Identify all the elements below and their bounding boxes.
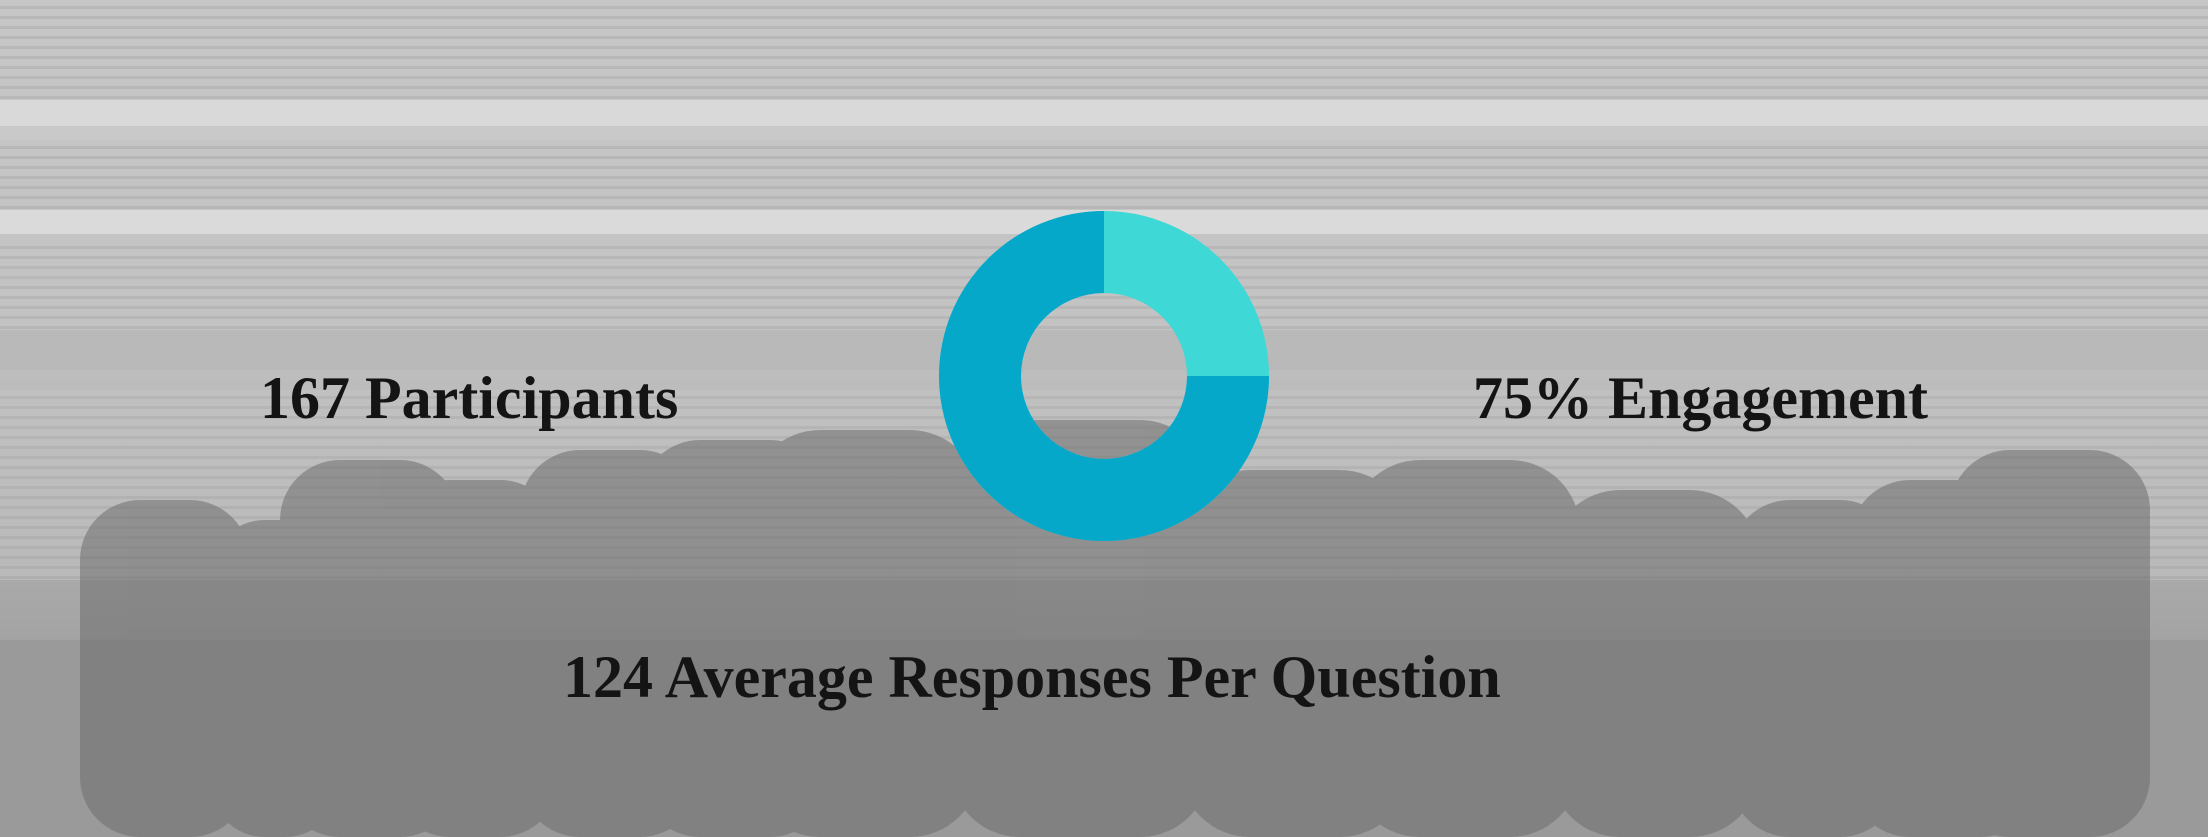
stat-participants: 167 Participants <box>260 365 678 431</box>
stat-engagement: 75% Engagement <box>1473 365 1928 431</box>
people-silhouettes <box>80 420 2150 837</box>
stat-responses: 124 Average Responses Per Question <box>563 644 1501 710</box>
donut-arc <box>939 211 1269 541</box>
